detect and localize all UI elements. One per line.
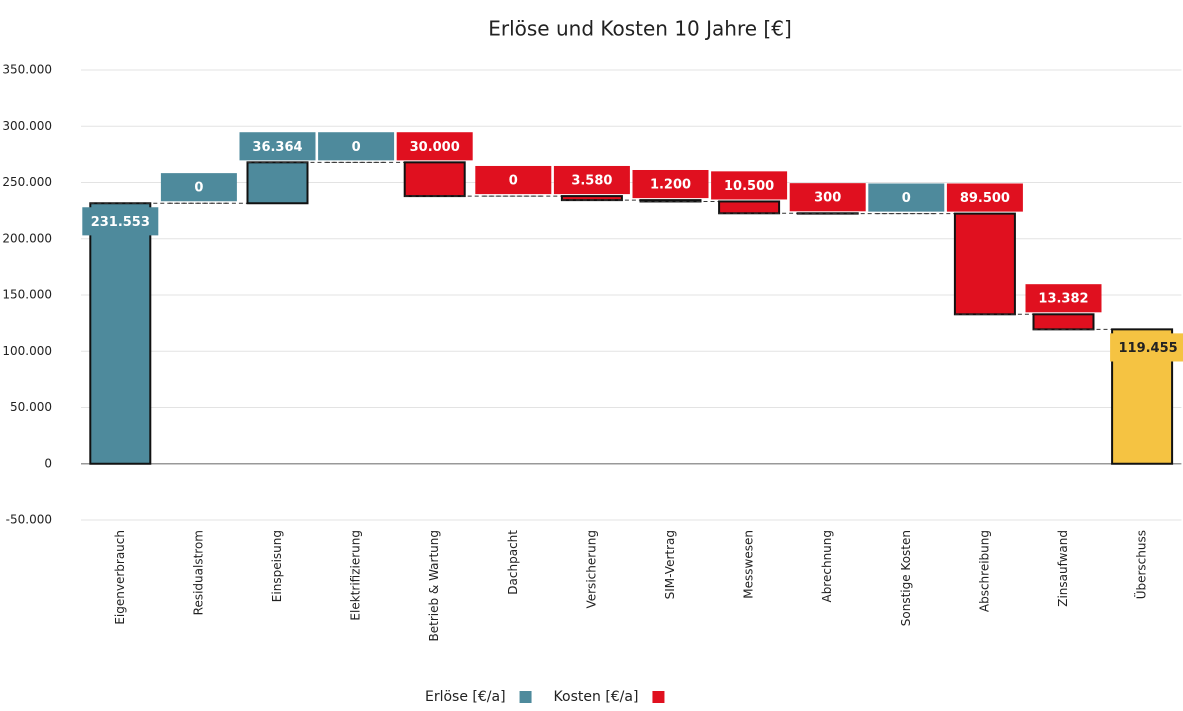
value-label: 36.364 (252, 140, 302, 155)
bar (1032, 313, 1095, 331)
value-label: 1.200 (650, 178, 691, 193)
value-label-bg (946, 183, 1023, 212)
value-label-bg (1025, 284, 1102, 313)
legend-label: Erlöse [€/a] (425, 689, 506, 705)
y-tick-label: 250.000 (2, 175, 52, 189)
y-tick-label: 300.000 (2, 119, 52, 133)
x-tick-label: SIM-Vertrag (663, 530, 677, 599)
y-tick-label: 200.000 (2, 231, 52, 245)
x-tick-label: Einspeisung (270, 530, 284, 602)
bar (89, 202, 152, 465)
x-tick-label: Betrieb & Wartung (427, 530, 441, 642)
bar (718, 200, 781, 215)
y-tick-label: 0 (44, 456, 52, 470)
bar (403, 161, 466, 198)
value-label-bg (82, 207, 159, 236)
value-label: 300 (814, 191, 841, 206)
x-tick-label: Zinsaufwand (1056, 530, 1070, 607)
y-tick-label: 50.000 (10, 400, 52, 414)
value-label-bg (1110, 333, 1183, 362)
value-label: 231.553 (91, 215, 150, 230)
legend-swatch (652, 691, 665, 703)
bar (246, 161, 309, 205)
value-label: 0 (509, 174, 518, 189)
x-tick-label: Sonstige Kosten (899, 530, 913, 626)
x-tick-label: Residualstrom (191, 530, 205, 615)
x-tick-label: Versicherung (584, 530, 598, 609)
value-label: 0 (352, 140, 361, 155)
value-label-bg (160, 173, 237, 202)
value-label: 0 (194, 181, 203, 196)
value-label: 3.580 (571, 174, 612, 189)
value-label-bg (868, 183, 945, 212)
y-tick-label: 350.000 (2, 63, 52, 77)
x-tick-label: Eigenverbrauch (113, 530, 127, 625)
value-label-bg (396, 132, 473, 161)
bar (953, 212, 1016, 316)
value-label-bg (553, 165, 630, 195)
value-label-bg (711, 171, 788, 200)
chart-title: Erlöse und Kosten 10 Jahre [€] (488, 17, 792, 41)
bar (560, 195, 623, 202)
value-label: 30.000 (410, 140, 460, 155)
value-label: 119.455 (1118, 341, 1177, 356)
value-label: 13.382 (1038, 292, 1088, 307)
x-tick-label: Messwesen (742, 530, 756, 599)
x-tick-label: Abrechnung (820, 530, 834, 603)
value-label-bg (239, 132, 316, 161)
x-tick-label: Abschreibung (977, 530, 991, 612)
value-label: 0 (902, 191, 911, 206)
value-label: 89.500 (960, 191, 1010, 206)
value-label-bg (632, 169, 709, 199)
x-tick-label: Dachpacht (506, 530, 520, 595)
legend-swatch (519, 691, 532, 703)
x-tick-label: Überschuss (1133, 530, 1149, 599)
value-label-bg (475, 165, 552, 195)
value-label-bg (789, 183, 866, 212)
value-label-bg (318, 132, 395, 161)
y-tick-label: -50.000 (6, 513, 52, 527)
legend-label: Kosten [€/a] (554, 689, 639, 705)
value-label: 10.500 (724, 179, 774, 194)
y-tick-label: 100.000 (2, 344, 52, 358)
x-tick-label: Elektrifizierung (349, 530, 363, 621)
y-tick-label: 150.000 (2, 288, 52, 302)
